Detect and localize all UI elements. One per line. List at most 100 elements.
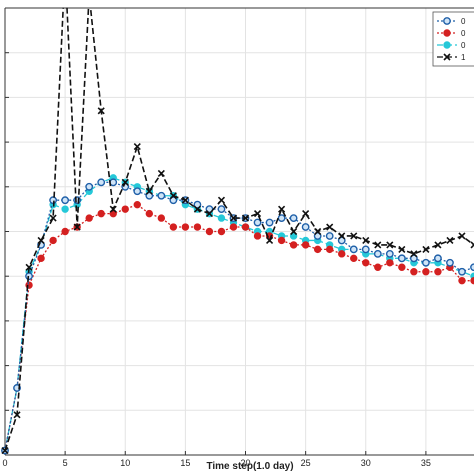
data-point — [145, 191, 154, 200]
series-line — [4, 203, 474, 451]
data-point-stroke — [49, 214, 57, 222]
legend-box — [432, 11, 474, 67]
data-point-stroke — [25, 263, 33, 271]
data-point — [73, 223, 81, 231]
data-point — [241, 223, 250, 231]
data-point — [217, 227, 226, 236]
data-point — [410, 250, 418, 258]
data-point-stroke — [253, 210, 262, 218]
data-point-stroke — [314, 227, 322, 236]
data-point — [157, 169, 165, 177]
data-point — [374, 241, 382, 249]
data-point-stroke — [217, 196, 226, 204]
data-point — [133, 200, 141, 209]
data-point — [458, 267, 466, 276]
data-point — [265, 236, 274, 245]
data-point-stroke — [443, 53, 451, 61]
data-point-stroke — [458, 232, 466, 240]
data-point — [61, 196, 70, 205]
data-point — [409, 254, 418, 263]
data-point-stroke — [338, 232, 346, 240]
data-point-stroke — [278, 205, 286, 213]
data-point-stroke — [350, 232, 358, 240]
x-tick-label: 25 — [301, 458, 311, 468]
data-point — [434, 268, 442, 276]
data-point — [25, 263, 33, 271]
data-point — [61, 227, 69, 236]
data-point — [205, 227, 214, 236]
data-point-stroke — [37, 236, 45, 245]
data-point — [278, 205, 286, 213]
data-point — [373, 249, 382, 258]
data-point — [193, 223, 202, 231]
data-point — [301, 223, 310, 231]
data-point-stroke — [181, 196, 189, 204]
data-point-stroke — [362, 236, 370, 245]
data-point — [302, 210, 310, 218]
data-point — [265, 218, 274, 227]
data-point — [289, 241, 298, 249]
legend-label: 0 — [461, 41, 466, 50]
data-point — [362, 236, 370, 245]
data-point-stroke — [398, 245, 406, 253]
x-tick-label: 30 — [361, 458, 371, 468]
data-point-stroke — [434, 241, 442, 249]
data-point — [277, 236, 286, 245]
data-point-stroke — [229, 214, 238, 222]
data-point — [443, 41, 451, 49]
data-point — [398, 245, 406, 253]
data-point — [1, 446, 9, 455]
data-point-stroke — [386, 241, 394, 249]
data-point — [458, 232, 466, 240]
data-point — [133, 143, 141, 151]
data-point — [97, 107, 105, 115]
data-point-stroke — [470, 243, 474, 249]
data-point — [253, 210, 262, 218]
x-tick-label: 5 — [63, 458, 68, 468]
data-point-stroke — [374, 241, 382, 249]
data-point — [362, 259, 370, 267]
data-point — [157, 191, 166, 200]
data-point — [217, 196, 226, 204]
data-point-stroke — [326, 223, 334, 231]
data-point — [49, 236, 57, 245]
data-point — [325, 232, 334, 240]
x-tick-label: 35 — [421, 458, 431, 468]
data-point — [241, 214, 250, 222]
data-point — [253, 232, 262, 240]
data-point — [337, 236, 346, 245]
data-point — [446, 236, 454, 245]
data-point — [145, 187, 153, 195]
data-point — [37, 236, 45, 245]
data-point-stroke — [13, 411, 21, 419]
series-1 — [1, 200, 474, 455]
data-point-stroke — [109, 205, 117, 213]
data-point — [193, 205, 201, 213]
data-point — [169, 223, 178, 231]
data-point — [361, 245, 370, 254]
data-point — [349, 245, 358, 254]
data-point-stroke — [193, 205, 201, 213]
top-mask — [0, 0, 474, 8]
series-line — [4, 177, 474, 451]
legend-label: 0 — [461, 17, 466, 26]
data-point — [422, 245, 430, 253]
data-point — [217, 214, 226, 222]
tick-labels: 0 5 10 15 20 25 30 35 — [2, 458, 430, 468]
data-point — [61, 205, 69, 213]
data-point — [325, 245, 334, 254]
data-point — [443, 53, 451, 61]
data-point — [277, 214, 286, 222]
series-3 — [1, 0, 474, 455]
data-point — [121, 178, 129, 186]
data-point — [434, 241, 442, 249]
data-point — [205, 210, 214, 218]
data-point — [193, 200, 202, 209]
legend: 0 0 0 1 — [432, 11, 474, 67]
data-point-stroke — [1, 446, 9, 455]
data-point — [443, 17, 451, 25]
data-point-stroke — [410, 250, 418, 258]
data-point-stroke — [169, 192, 177, 200]
data-point-stroke — [290, 227, 298, 236]
data-point — [338, 250, 346, 258]
